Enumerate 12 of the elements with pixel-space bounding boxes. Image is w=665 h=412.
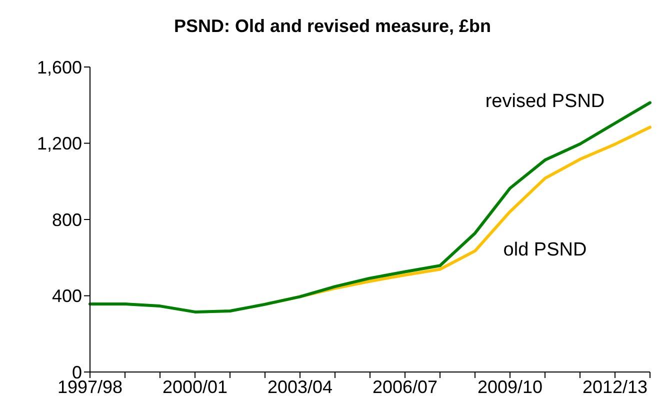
y-tick-label: 1,200 [36,134,82,154]
x-tick-label: 2012/13 [582,376,648,397]
x-tick-label: 2009/10 [477,376,543,397]
x-tick-label: 2003/04 [267,376,333,397]
chart-title: PSND: Old and revised measure, £bn [172,16,492,37]
y-tick-label: 800 [52,210,82,230]
series-label: old PSND [503,239,587,260]
y-tick-label: 400 [52,286,82,306]
x-tick-label: 2006/07 [372,376,438,397]
series-label: revised PSND [485,91,605,112]
x-tick-label: 2000/01 [162,376,228,397]
y-tick-label: 1,600 [36,57,82,78]
